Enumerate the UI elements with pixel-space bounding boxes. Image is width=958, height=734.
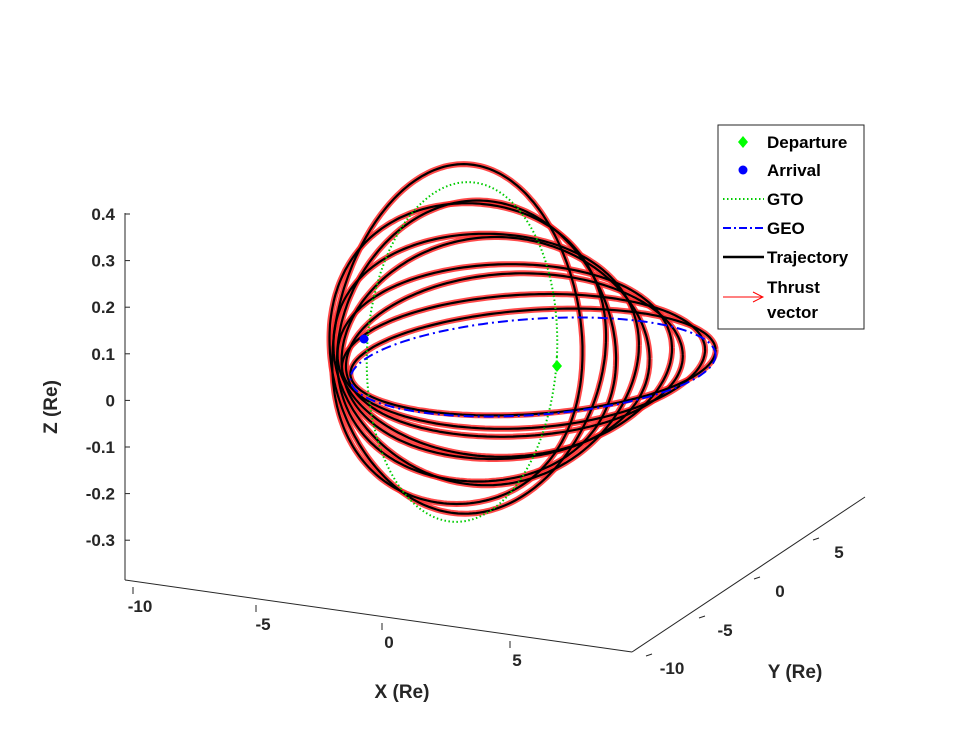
gto-orbit-line	[365, 181, 559, 523]
z-axis-ticks: 0.4 0.3 0.2 0.1 0 -0.1 -0.2 -0.3	[86, 205, 130, 550]
legend: Departure Arrival GTO GEO Trajectory Thr…	[717, 124, 865, 330]
legend-thrust: Thrust vector	[767, 278, 825, 322]
legend-trajectory: Trajectory	[767, 248, 849, 267]
legend-arrival: Arrival	[767, 161, 821, 180]
legend-gto: GTO	[767, 190, 804, 209]
y-axis-ticks: -10 -5 0 5	[645, 537, 844, 678]
z-tick-label: 0.3	[91, 252, 115, 271]
x-axis-ticks: -10 -5 0 5	[128, 587, 522, 670]
legend-thrust-icon	[723, 291, 765, 303]
trajectory-ring	[332, 232, 640, 487]
x-tick-label: 5	[512, 651, 521, 670]
geo-orbit-line	[349, 316, 717, 418]
z-tick-label: -0.2	[86, 485, 115, 504]
trajectory-ring	[344, 272, 684, 438]
y-tick-label: -10	[660, 659, 685, 678]
legend-departure: Departure	[767, 133, 847, 152]
trajectory-series	[328, 162, 717, 515]
trajectory-ring	[340, 292, 707, 430]
legend-departure-icon	[738, 136, 748, 148]
x-axis-line	[124, 579, 633, 653]
y-tick-mark	[698, 615, 706, 619]
trajectory-ring	[336, 263, 674, 458]
y-tick-mark	[645, 653, 653, 657]
legend-arrival-icon	[738, 165, 748, 175]
z-tick-label: 0.4	[91, 205, 115, 224]
y-axis-line	[631, 496, 866, 653]
y-axis-label: Y (Re)	[768, 662, 823, 683]
axes-box	[124, 213, 866, 653]
legend-geo: GEO	[767, 219, 805, 238]
z-tick-label: 0.2	[91, 298, 115, 317]
y-tick-label: 0	[775, 582, 784, 601]
departure-marker	[552, 360, 562, 372]
z-tick-label: 0	[106, 391, 115, 410]
y-tick-label: -5	[717, 621, 732, 640]
x-axis-label: X (Re)	[375, 682, 430, 703]
y-tick-mark	[753, 576, 761, 580]
trajectory-ring	[328, 202, 608, 515]
z-tick-label: 0.1	[91, 345, 115, 364]
x-tick-label: -5	[255, 615, 270, 634]
z-axis-label: Z (Re)	[41, 380, 62, 434]
y-tick-mark	[812, 537, 820, 541]
z-tick-label: -0.3	[86, 531, 115, 550]
arrival-marker	[359, 334, 369, 344]
y-tick-label: 5	[834, 543, 843, 562]
x-tick-label: 0	[384, 633, 393, 652]
trajectory-ring	[349, 307, 717, 417]
z-tick-label: -0.1	[86, 438, 115, 457]
x-tick-label: -10	[128, 597, 153, 616]
